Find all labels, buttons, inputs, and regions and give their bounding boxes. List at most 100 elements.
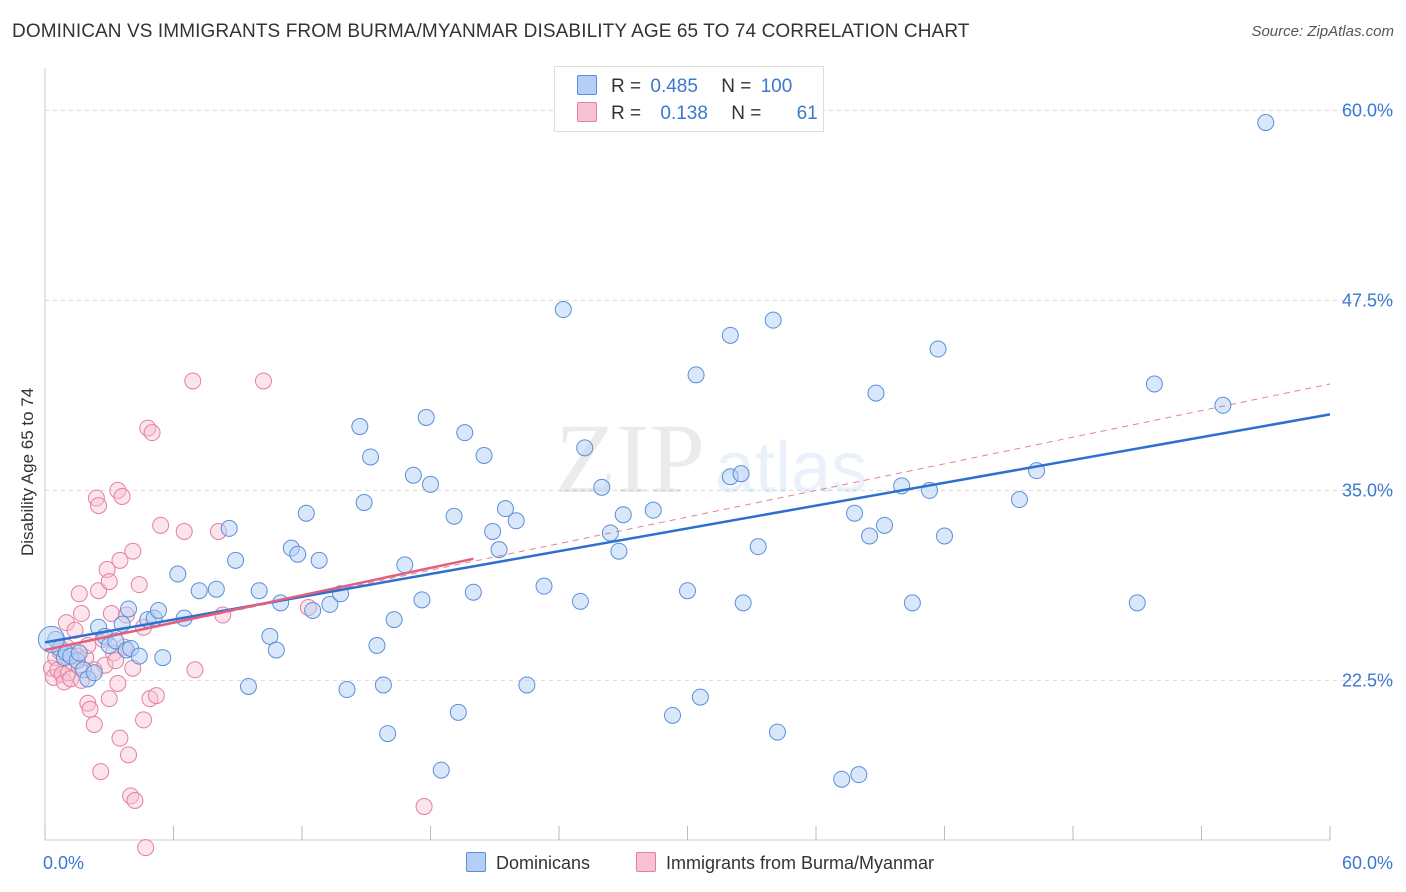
data-point-dominicans [867, 384, 885, 402]
legend-r-label: R = [611, 76, 642, 97]
data-point-burma [186, 661, 204, 679]
data-point-dominicans [150, 601, 168, 619]
data-point-dominicans [535, 577, 553, 595]
legend-n-value: 61 [796, 103, 818, 124]
data-point-dominicans [417, 408, 435, 426]
data-point-dominicans [554, 301, 572, 319]
data-point-burma [81, 700, 99, 718]
watermark: ZIP atlas [555, 403, 867, 514]
data-point-dominicans [1128, 594, 1146, 612]
bottom-legend-label: Immigrants from Burma/Myanmar [666, 853, 935, 873]
data-point-dominicans [190, 582, 208, 600]
data-point-dominicans [413, 591, 431, 609]
data-point-dominicans [297, 504, 315, 522]
data-point-burma [126, 791, 144, 809]
data-point-dominicans [732, 465, 750, 483]
data-point-burma [109, 481, 127, 499]
data-point-dominicans [571, 592, 589, 610]
data-point-dominicans [207, 580, 225, 598]
data-point-dominicans [764, 311, 782, 329]
data-point-dominicans [169, 565, 187, 583]
data-point-burma [184, 372, 202, 390]
data-point-dominicans [518, 676, 536, 694]
data-point-burma [62, 670, 80, 688]
data-point-burma [137, 839, 155, 857]
data-point-dominicans [289, 545, 307, 563]
series-immigrants-burma-points [42, 372, 433, 857]
bottom-legend-dominicans: Dominicans [466, 852, 590, 874]
data-point-dominicans [496, 500, 514, 518]
bottom-legend-swatch-pink [636, 852, 656, 872]
data-point-burma [147, 687, 165, 705]
data-point-dominicans [861, 527, 879, 545]
legend-row-dominicans: R = 0.485 N = 100 [577, 75, 792, 99]
data-point-dominicans [120, 600, 138, 618]
data-point-burma [111, 729, 129, 747]
data-point-dominicans [267, 641, 285, 659]
y-axis-label: Disability Age 65 to 74 [18, 387, 37, 556]
data-point-dominicans [449, 703, 467, 721]
data-point-burma [130, 576, 148, 594]
data-point-burma [152, 516, 170, 534]
tick-labels: 22.5% 35.0% 47.5% 60.0% 0.0% 60.0% [43, 100, 1393, 873]
data-point-burma [107, 652, 125, 670]
data-point-burma [109, 674, 127, 692]
data-point-dominicans [846, 504, 864, 522]
data-point-dominicans [227, 551, 245, 569]
data-point-dominicans [362, 448, 380, 466]
data-point-dominicans [833, 770, 851, 788]
legend-r-label: R = [611, 103, 642, 124]
data-point-dominicans [379, 725, 397, 743]
data-point-dominicans [876, 516, 894, 534]
data-point-burma [90, 497, 108, 515]
data-point-dominicans [734, 594, 752, 612]
data-point-dominicans [721, 326, 739, 344]
trend-line-burma [44, 557, 474, 652]
data-point-dominicans [1214, 396, 1232, 414]
legend-row-burma: R = 0.138 N = 61 [577, 102, 818, 126]
watermark-zip: ZIP [555, 403, 705, 514]
data-point-dominicans [490, 541, 508, 559]
y-tick-label: 35.0% [1342, 480, 1393, 500]
data-point-dominicans [1145, 375, 1163, 393]
data-point-burma [70, 585, 88, 603]
data-point-dominicans [85, 664, 103, 682]
data-point-dominicans [432, 761, 450, 779]
legend-swatch-blue [577, 75, 597, 95]
data-point-dominicans [768, 723, 786, 741]
legend-swatch-pink [577, 102, 597, 122]
data-point-burma [124, 542, 142, 560]
y-tick-label: 60.0% [1342, 100, 1393, 120]
data-point-dominicans [70, 644, 88, 662]
data-point-dominicans [664, 706, 682, 724]
trend-line-burma-extension [44, 383, 1331, 651]
data-point-burma [85, 715, 103, 733]
data-point-dominicans [154, 649, 172, 667]
data-point-dominicans [385, 611, 403, 629]
data-point-burma [254, 372, 272, 390]
grid-lines [45, 109, 1395, 681]
x-tick-label: 0.0% [43, 853, 84, 873]
data-point-burma [92, 763, 110, 781]
series-dominicans-points [37, 114, 1275, 788]
data-point-burma [113, 487, 131, 505]
data-point-dominicans [355, 494, 373, 512]
data-point-dominicans [576, 439, 594, 457]
data-point-dominicans [130, 647, 148, 665]
data-point-dominicans [445, 507, 463, 525]
data-point-dominicans [644, 501, 662, 519]
source-label: Source: ZipAtlas.com [1251, 23, 1394, 40]
legend-r-value: 0.138 [660, 103, 708, 124]
data-point-dominicans [351, 418, 369, 436]
chart-title: DOMINICAN VS IMMIGRANTS FROM BURMA/MYANM… [12, 21, 970, 42]
data-point-dominicans [261, 627, 279, 645]
bottom-legend-swatch-blue [466, 852, 486, 872]
data-point-dominicans [610, 542, 628, 560]
data-point-dominicans [396, 556, 414, 574]
data-point-dominicans [929, 340, 947, 358]
data-point-dominicans [404, 466, 422, 484]
y-tick-label: 22.5% [1342, 670, 1393, 690]
x-tick-label: 60.0% [1342, 853, 1393, 873]
data-point-burma [111, 551, 129, 569]
